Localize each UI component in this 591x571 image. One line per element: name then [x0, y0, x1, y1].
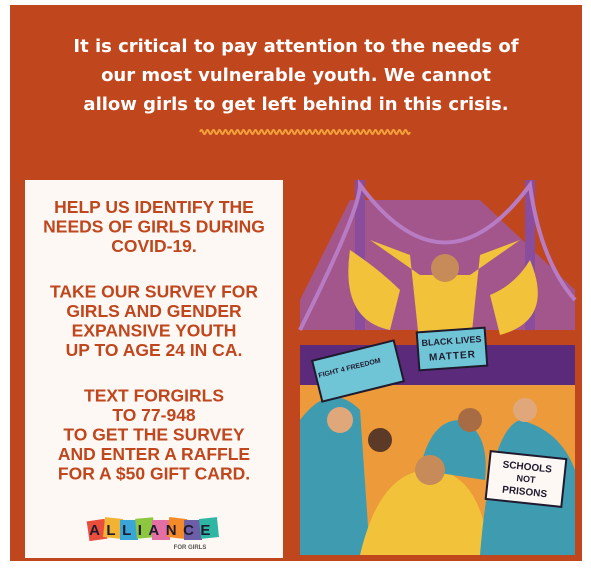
card-line: COVID-19. — [111, 236, 197, 256]
logo-tagline: FOR GIRLS — [174, 545, 207, 551]
illustration: FIGHT 4 FREEDOM BLACK LIVES MATTER SCHOO… — [298, 178, 577, 555]
card-line: AND ENTER A RAFFLE — [58, 444, 250, 464]
card-line: TAKE OUR SURVEY FOR — [50, 282, 258, 302]
sign-text: PRISONS — [502, 485, 548, 501]
info-card — [25, 180, 283, 558]
card-line: TO 77-948 — [112, 405, 196, 425]
card-line: UP TO AGE 24 IN CA. — [66, 340, 243, 360]
message-line: our most vulnerable youth. We cannot — [101, 65, 491, 86]
logo: ALLIANCE FOR GIRLS — [86, 516, 219, 551]
card-line: FOR A $50 GIFT CARD. — [58, 464, 250, 484]
card-line: GIRLS AND GENDER — [66, 301, 242, 321]
logo-name: ALLIANCE — [89, 522, 217, 539]
sign-text: MATTER — [429, 349, 477, 363]
wave-divider — [199, 129, 411, 135]
sign-text: SCHOOLS — [502, 460, 553, 476]
sign-text: BLACK LIVES — [421, 334, 482, 348]
message-line: allow girls to get left behind in this c… — [83, 94, 508, 115]
sign-text: NOT — [516, 473, 536, 485]
card-line: TO GET THE SURVEY — [63, 425, 245, 445]
card-line: EXPANSIVE YOUTH — [72, 321, 237, 341]
message-line: It is critical to pay attention to the n… — [73, 36, 518, 57]
card-line: TEXT FORGIRLS — [84, 386, 224, 406]
card-line: NEEDS OF GIRLS DURING — [43, 217, 265, 237]
card-line: HELP US IDENTIFY THE — [54, 197, 254, 217]
